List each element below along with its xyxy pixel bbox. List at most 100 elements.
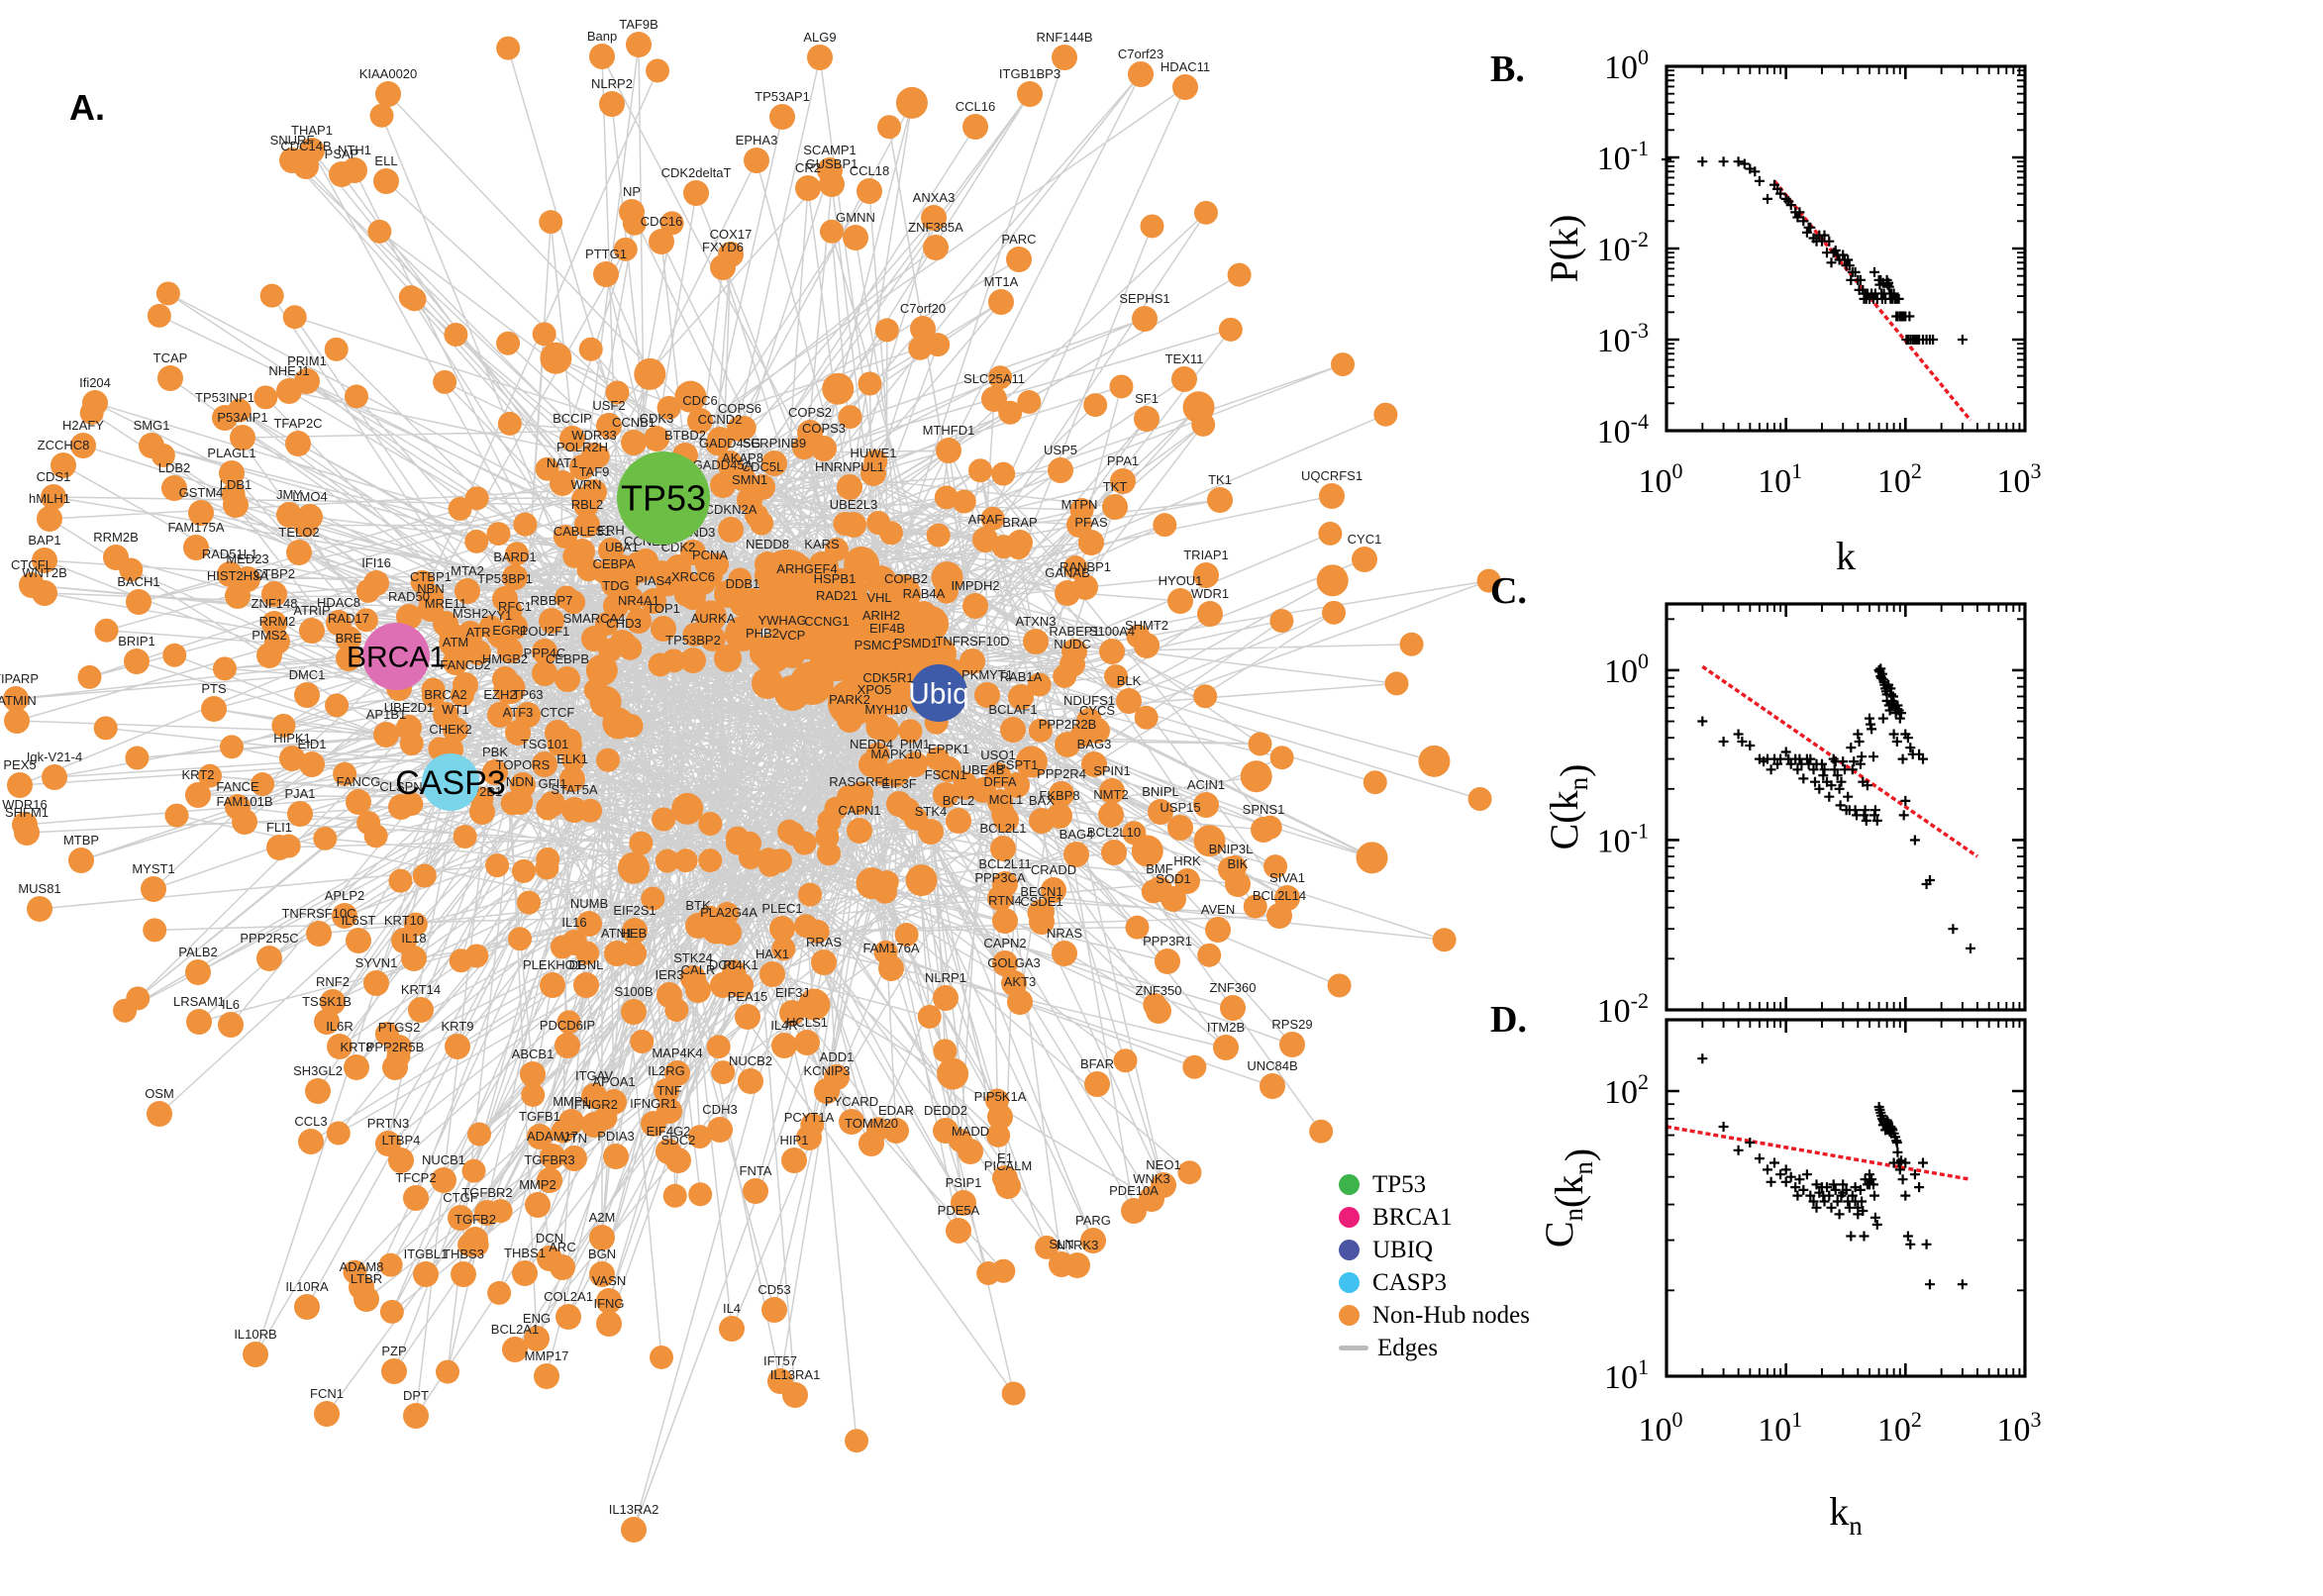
network-node[interactable] bbox=[403, 1185, 429, 1211]
network-node[interactable] bbox=[1027, 672, 1052, 697]
network-node[interactable] bbox=[305, 1078, 331, 1104]
network-node[interactable] bbox=[1269, 746, 1294, 770]
network-node[interactable] bbox=[710, 254, 736, 280]
network-node[interactable] bbox=[894, 923, 919, 948]
network-node[interactable] bbox=[219, 735, 244, 759]
network-node[interactable] bbox=[878, 955, 904, 981]
network-node[interactable] bbox=[923, 235, 949, 260]
network-node[interactable] bbox=[910, 316, 936, 342]
network-node[interactable] bbox=[346, 928, 371, 953]
network-node[interactable] bbox=[1128, 61, 1154, 87]
network-node[interactable] bbox=[421, 683, 446, 708]
network-node[interactable] bbox=[1225, 871, 1251, 897]
network-node[interactable] bbox=[601, 1089, 627, 1115]
network-node[interactable] bbox=[683, 180, 709, 206]
network-node[interactable] bbox=[336, 626, 361, 651]
network-node[interactable] bbox=[621, 430, 647, 455]
network-node[interactable] bbox=[1153, 513, 1177, 538]
network-node[interactable] bbox=[1121, 1198, 1147, 1224]
network-node[interactable] bbox=[282, 305, 307, 330]
network-node[interactable] bbox=[1373, 402, 1398, 427]
network-node[interactable] bbox=[492, 666, 518, 692]
network-node[interactable] bbox=[926, 333, 951, 357]
network-node[interactable] bbox=[298, 1129, 324, 1154]
network-node[interactable] bbox=[454, 578, 480, 604]
network-node[interactable] bbox=[403, 1403, 429, 1429]
network-node[interactable] bbox=[680, 648, 706, 673]
network-node[interactable] bbox=[1084, 1071, 1110, 1097]
network-node[interactable] bbox=[462, 1227, 488, 1252]
network-node[interactable] bbox=[502, 564, 528, 590]
network-node[interactable] bbox=[671, 792, 704, 825]
network-node[interactable] bbox=[532, 751, 557, 777]
hub-node-casp3[interactable] bbox=[422, 753, 479, 811]
network-node[interactable] bbox=[883, 1118, 909, 1144]
network-node[interactable] bbox=[837, 474, 862, 500]
network-node[interactable] bbox=[794, 1030, 820, 1055]
network-node[interactable] bbox=[1023, 629, 1049, 654]
network-node[interactable] bbox=[287, 801, 313, 827]
network-node[interactable] bbox=[505, 720, 531, 746]
network-node[interactable] bbox=[197, 763, 222, 788]
network-node[interactable] bbox=[589, 1225, 615, 1250]
network-node[interactable] bbox=[1110, 468, 1136, 494]
network-node[interactable] bbox=[517, 890, 542, 915]
network-node[interactable] bbox=[819, 171, 845, 197]
network-node[interactable] bbox=[981, 386, 1007, 412]
network-node[interactable] bbox=[873, 717, 899, 743]
network-node[interactable] bbox=[596, 1288, 622, 1314]
network-node[interactable] bbox=[573, 972, 599, 998]
network-node[interactable] bbox=[847, 818, 872, 844]
network-node[interactable] bbox=[951, 1190, 976, 1216]
network-node[interactable] bbox=[271, 713, 296, 738]
network-node[interactable] bbox=[1055, 580, 1080, 606]
network-node[interactable] bbox=[779, 1000, 805, 1026]
network-node[interactable] bbox=[646, 58, 670, 83]
network-node[interactable] bbox=[266, 835, 292, 860]
network-node[interactable] bbox=[141, 876, 166, 902]
network-node[interactable] bbox=[1266, 903, 1292, 929]
network-node[interactable] bbox=[838, 405, 862, 430]
network-node[interactable] bbox=[936, 438, 961, 463]
network-node[interactable] bbox=[1309, 1119, 1334, 1144]
network-node[interactable] bbox=[856, 867, 888, 900]
network-node[interactable] bbox=[507, 789, 533, 815]
network-node[interactable] bbox=[605, 380, 630, 405]
network-node[interactable] bbox=[344, 384, 368, 409]
network-node[interactable] bbox=[933, 1039, 958, 1063]
network-node[interactable] bbox=[378, 1252, 403, 1277]
network-node[interactable] bbox=[972, 527, 998, 552]
network-node[interactable] bbox=[725, 831, 750, 855]
network-node[interactable] bbox=[299, 751, 325, 777]
network-node[interactable] bbox=[937, 1057, 969, 1090]
network-node[interactable] bbox=[433, 369, 457, 394]
network-node[interactable] bbox=[1243, 894, 1267, 919]
network-node[interactable] bbox=[596, 1311, 622, 1337]
network-node[interactable] bbox=[911, 601, 937, 627]
network-node[interactable] bbox=[814, 629, 840, 654]
network-node[interactable] bbox=[781, 1147, 807, 1173]
network-node[interactable] bbox=[589, 1261, 615, 1287]
network-node[interactable] bbox=[863, 652, 889, 678]
network-node[interactable] bbox=[363, 970, 389, 996]
network-node[interactable] bbox=[125, 746, 150, 770]
network-node[interactable] bbox=[401, 946, 427, 971]
network-node[interactable] bbox=[276, 502, 302, 528]
network-node[interactable] bbox=[164, 803, 189, 828]
network-node[interactable] bbox=[655, 848, 679, 873]
network-node[interactable] bbox=[469, 799, 495, 825]
network-node[interactable] bbox=[1263, 854, 1288, 879]
network-node[interactable] bbox=[285, 431, 311, 456]
network-node[interactable] bbox=[279, 148, 305, 173]
network-node[interactable] bbox=[585, 653, 618, 686]
network-node[interactable] bbox=[581, 626, 607, 651]
network-node[interactable] bbox=[534, 1363, 559, 1389]
network-node[interactable] bbox=[482, 759, 508, 785]
network-node[interactable] bbox=[1104, 664, 1129, 689]
network-node[interactable] bbox=[573, 492, 599, 518]
network-node[interactable] bbox=[32, 548, 57, 573]
network-node[interactable] bbox=[656, 395, 681, 420]
network-node[interactable] bbox=[839, 1109, 864, 1135]
network-node[interactable] bbox=[1193, 200, 1218, 225]
network-node[interactable] bbox=[555, 666, 580, 692]
